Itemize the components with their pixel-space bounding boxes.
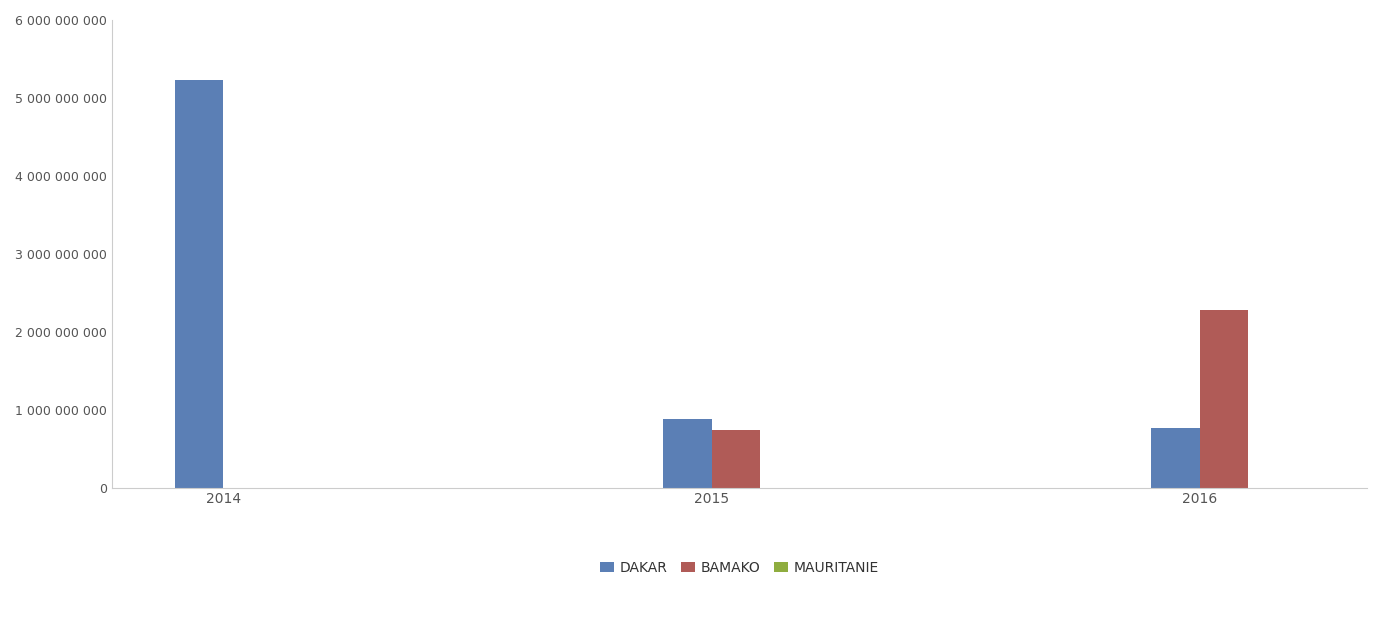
Bar	[1151, 428, 1200, 487]
Bar	[174, 80, 224, 487]
Legend: DAKAR, BAMAKO, MAURITANIE: DAKAR, BAMAKO, MAURITANIE	[594, 555, 884, 581]
Bar	[663, 419, 712, 487]
Bar	[1200, 310, 1248, 487]
Bar	[712, 430, 760, 487]
